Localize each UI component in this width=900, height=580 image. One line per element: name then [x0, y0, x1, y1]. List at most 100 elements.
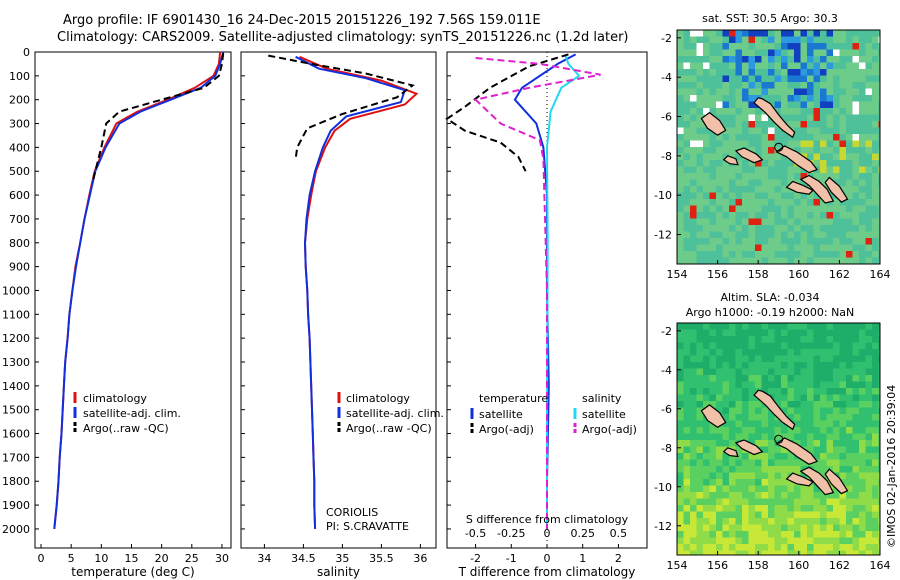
x-tick-label: 154 — [667, 268, 688, 281]
temperature-xlabel: temperature (deg C) — [71, 565, 194, 579]
difference-xlabel: T difference from climatology — [458, 565, 636, 579]
temperature-panel: 0100200300400500600700800900100011001200… — [2, 46, 232, 579]
legend-label: Argo(-adj) — [479, 423, 534, 436]
salinity-panel: 34 34.5 35 35.5 36 salinity climatology satelli… — [240, 51, 444, 579]
legend-label: satellite — [479, 408, 523, 421]
x-tick-label: 0 — [38, 552, 45, 565]
x-tick-label: 158 — [748, 268, 769, 281]
legend-label: satellite-adj. clim. — [346, 407, 444, 420]
y-tick-label: 1000 — [2, 284, 30, 297]
salinity-diff-tick-label: -0.25 — [497, 527, 525, 540]
y-tick-label: 800 — [9, 237, 30, 250]
series-line — [53, 51, 225, 530]
island-shape — [799, 174, 835, 204]
x-tick-label: 160 — [788, 559, 809, 572]
sst-map-frame — [676, 29, 881, 265]
y-tick-label: 0 — [23, 46, 30, 59]
series-line — [295, 55, 407, 529]
header-subtitle: Climatology: CARS2009. Satellite-adjuste… — [57, 30, 629, 45]
y-tick-label: 100 — [9, 70, 30, 83]
legend-label: Argo(-adj) — [582, 423, 637, 436]
sst-map-land — [700, 97, 849, 204]
legend-header-temperature: temperature — [479, 392, 548, 405]
salinity-diff-tick-label: 0 — [544, 527, 551, 540]
island-shape — [775, 145, 819, 174]
series-line — [268, 54, 415, 160]
difference-panel: -2 -1 0 1 2T difference from climatology S di… — [445, 51, 648, 579]
y-tick-label: -6 — [661, 111, 672, 124]
island-shape — [775, 437, 819, 465]
x-tick-label: 156 — [707, 268, 728, 281]
y-tick-label: 1900 — [2, 499, 30, 512]
y-tick-label: -4 — [661, 364, 672, 377]
x-tick-label: 30 — [215, 552, 229, 565]
legend-label: Argo(..raw -QC) — [83, 422, 169, 435]
legend-label: climatology — [346, 392, 410, 405]
x-tick-label: 158 — [748, 559, 769, 572]
x-tick-label: 164 — [870, 268, 891, 281]
header-title: Argo profile: IF 6901430_16 24-Dec-2015 … — [63, 13, 541, 28]
salinity-diff-tick-label: -0.5 — [465, 527, 486, 540]
sla-map-grid — [677, 323, 880, 555]
difference-xlabel-top: S difference from climatology — [466, 513, 629, 526]
x-tick-label: 1 — [579, 552, 586, 565]
y-tick-label: -6 — [661, 403, 672, 416]
y-tick-label: -2 — [661, 32, 672, 45]
island-shape — [722, 155, 739, 166]
salinity-diff-tick-label: 0.25 — [570, 527, 595, 540]
argo-position-marker — [774, 434, 784, 444]
legend-label: satellite — [582, 408, 626, 421]
island-shape — [824, 176, 849, 203]
y-tick-label: 1500 — [2, 404, 30, 417]
island-shape — [824, 468, 849, 495]
sla-map-land — [700, 389, 849, 496]
x-tick-label: -2 — [470, 552, 481, 565]
sst-map-grid — [677, 30, 880, 264]
y-tick-label: -12 — [654, 229, 672, 242]
argo-position-marker — [774, 142, 784, 152]
imos-stamp: ©IMOS 02-Jan-2016 20:39:04 — [885, 385, 898, 548]
island-shape — [785, 180, 815, 195]
x-tick-label: 164 — [870, 559, 891, 572]
island-shape — [799, 466, 835, 496]
x-tick-label: 154 — [667, 559, 688, 572]
sla-map-frame — [676, 322, 881, 556]
y-tick-label: -10 — [654, 481, 672, 494]
y-tick-label: 1100 — [2, 308, 30, 321]
island-shape — [785, 472, 815, 487]
sla-map-subtitle: Argo h1000: -0.19 h2000: NaN — [686, 306, 855, 319]
x-tick-label: 5 — [68, 552, 75, 565]
salinity-frame — [240, 51, 437, 549]
series-line — [473, 57, 601, 529]
y-tick-label: 1600 — [2, 428, 30, 441]
x-tick-label: 36 — [413, 552, 427, 565]
y-tick-label: 1700 — [2, 451, 30, 464]
y-tick-label: 300 — [9, 118, 30, 131]
island-shape — [722, 447, 739, 458]
x-tick-label: 10 — [94, 552, 108, 565]
annotation-coriolis: CORIOLIS — [326, 506, 378, 519]
x-tick-label: 35 — [335, 552, 349, 565]
sst-map-title: sat. SST: 30.5 Argo: 30.3 — [702, 12, 838, 25]
sst-map-panel: sat. SST: 30.5 Argo: 30.3 154 156 158 160 162… — [654, 12, 890, 281]
y-tick-label: 1300 — [2, 356, 30, 369]
y-tick-label: 900 — [9, 261, 30, 274]
x-tick-label: 162 — [829, 559, 850, 572]
x-tick-label: 34.5 — [291, 552, 316, 565]
x-tick-label: 0 — [544, 552, 551, 565]
y-tick-label: -8 — [661, 150, 672, 163]
y-tick-label: -10 — [654, 189, 672, 202]
y-tick-label: -4 — [661, 71, 672, 84]
y-tick-label: 2000 — [2, 523, 30, 536]
island-shape — [753, 389, 796, 431]
y-tick-label: 1800 — [2, 475, 30, 488]
legend-header-salinity: salinity — [582, 392, 622, 405]
x-tick-label: 34 — [257, 552, 271, 565]
island-shape — [753, 97, 796, 139]
series-line — [513, 53, 577, 529]
x-tick-label: 156 — [707, 559, 728, 572]
x-tick-label: 160 — [788, 268, 809, 281]
y-tick-label: 500 — [9, 165, 30, 178]
sla-map-panel: Altim. SLA: -0.034 Argo h1000: -0.19 h200… — [654, 291, 890, 572]
